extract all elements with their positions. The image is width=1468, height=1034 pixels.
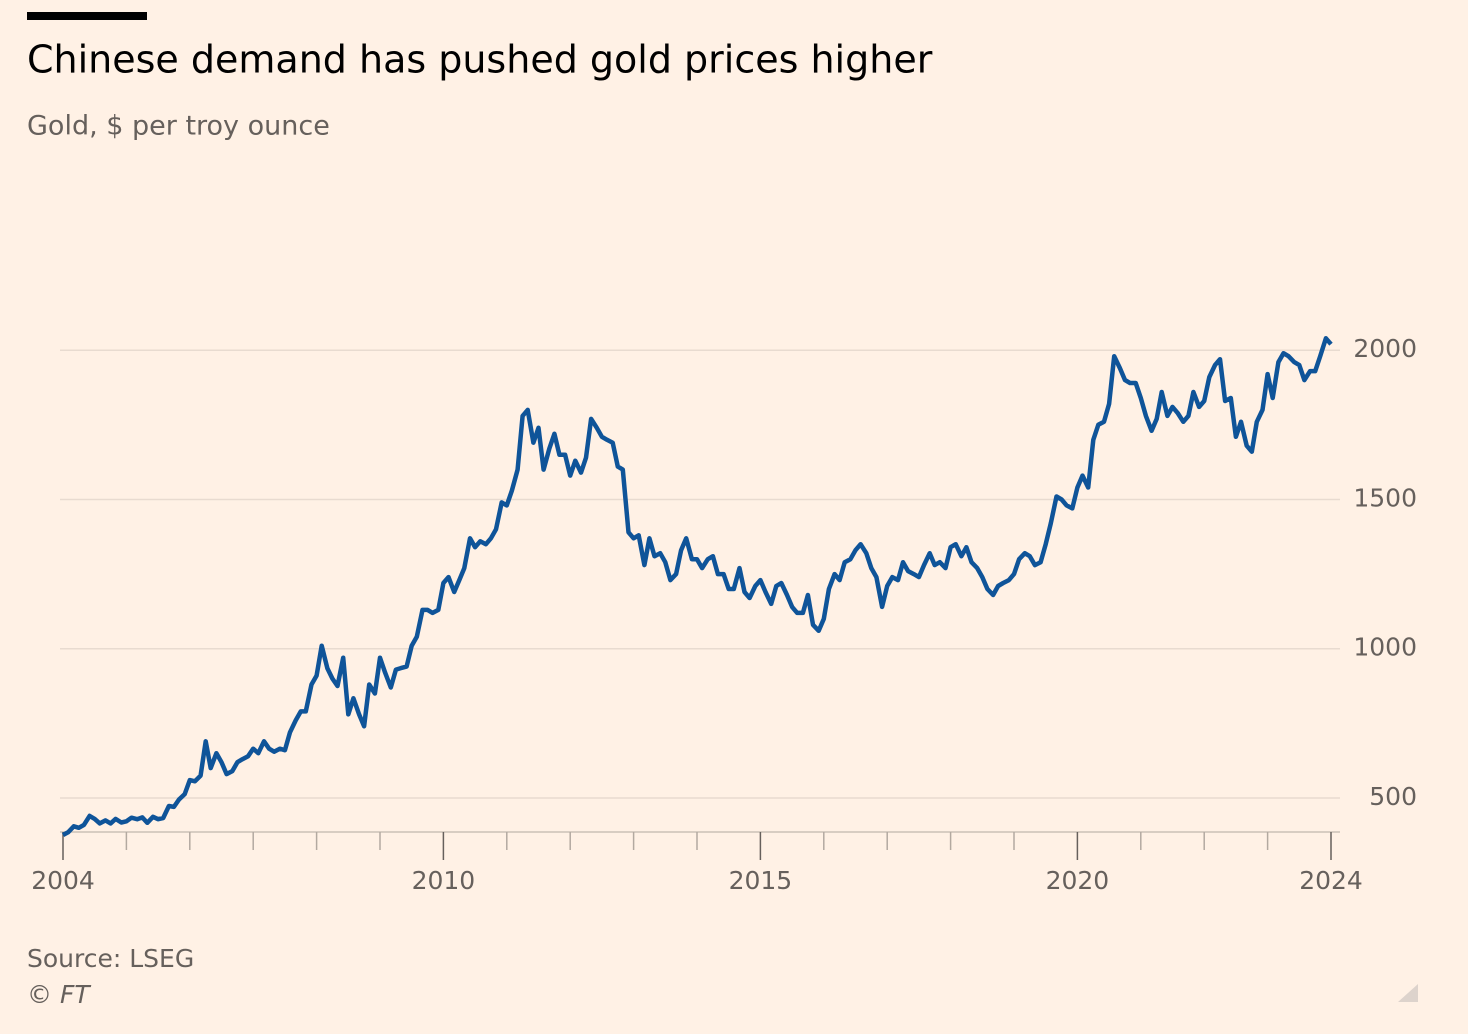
x-tick-label: 2015	[729, 866, 793, 895]
y-tick-label: 2000	[1353, 334, 1417, 363]
y-tick-label: 1000	[1353, 633, 1417, 662]
source: Source: LSEG	[27, 944, 194, 973]
x-tick-label: 2020	[1046, 866, 1110, 895]
title-bar	[27, 12, 147, 20]
corner-icon	[1398, 984, 1418, 1002]
credit: © FT	[27, 980, 91, 1009]
y-tick-label: 1500	[1353, 483, 1417, 512]
chart-subtitle: Gold, $ per troy ounce	[27, 111, 330, 142]
chart-title: Chinese demand has pushed gold prices hi…	[27, 38, 933, 82]
y-tick-label: 500	[1369, 782, 1417, 811]
x-tick-label: 2004	[31, 866, 95, 895]
x-tick-label: 2024	[1299, 866, 1363, 895]
price-line	[61, 336, 1333, 837]
x-tick-label: 2010	[412, 866, 476, 895]
